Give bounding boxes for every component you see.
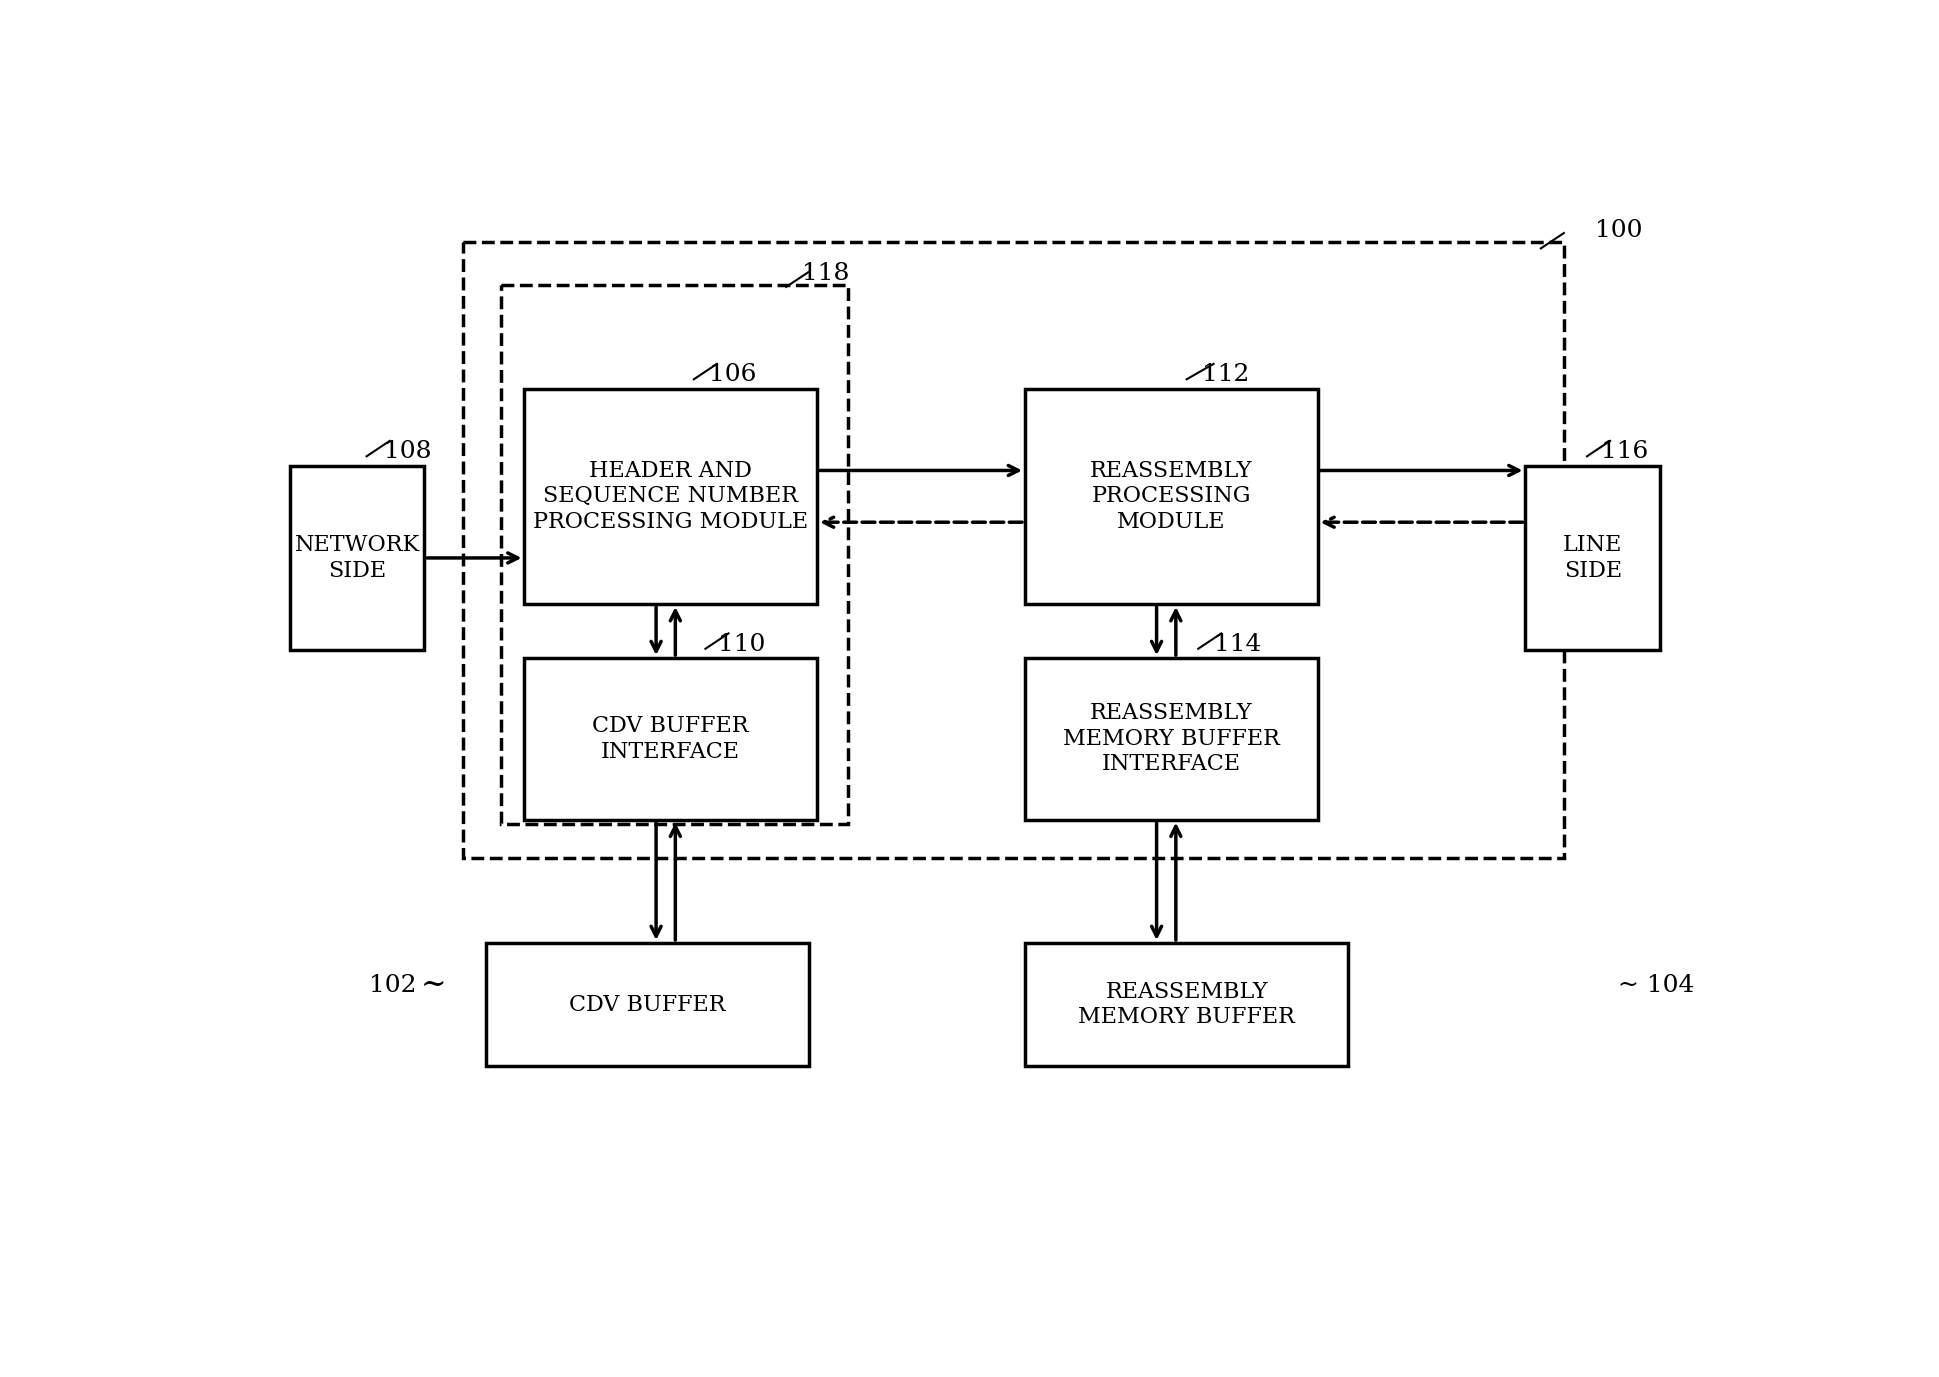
Text: NETWORK
SIDE: NETWORK SIDE	[295, 534, 419, 581]
Text: 118: 118	[801, 262, 849, 285]
Bar	[463, 242, 1565, 858]
Bar	[487, 943, 809, 1066]
Bar	[1026, 943, 1348, 1066]
Text: ~ 104: ~ 104	[1617, 974, 1695, 997]
Text: CDV BUFFER
INTERFACE: CDV BUFFER INTERFACE	[593, 715, 748, 763]
Text: 112: 112	[1202, 364, 1249, 386]
Bar	[1026, 658, 1317, 819]
Bar	[502, 285, 847, 823]
Bar	[1526, 465, 1660, 650]
Text: 102: 102	[368, 974, 417, 997]
Bar	[1026, 388, 1317, 605]
Text: 116: 116	[1602, 441, 1648, 463]
Text: ~: ~	[421, 969, 446, 1001]
Text: REASSEMBLY
MEMORY BUFFER
INTERFACE: REASSEMBLY MEMORY BUFFER INTERFACE	[1063, 702, 1280, 775]
Text: HEADER AND
SEQUENCE NUMBER
PROCESSING MODULE: HEADER AND SEQUENCE NUMBER PROCESSING MO…	[533, 460, 809, 533]
Text: 100: 100	[1594, 219, 1642, 242]
Text: CDV BUFFER: CDV BUFFER	[570, 994, 725, 1016]
Text: REASSEMBLY
PROCESSING
MODULE: REASSEMBLY PROCESSING MODULE	[1090, 460, 1253, 533]
Text: 106: 106	[710, 364, 756, 386]
Text: LINE
SIDE: LINE SIDE	[1563, 534, 1623, 581]
Text: 110: 110	[719, 632, 766, 655]
Text: 108: 108	[384, 441, 432, 463]
Text: REASSEMBLY
MEMORY BUFFER: REASSEMBLY MEMORY BUFFER	[1078, 980, 1295, 1029]
Bar	[524, 658, 816, 819]
Text: 114: 114	[1214, 632, 1260, 655]
Bar	[524, 388, 816, 605]
Bar	[289, 465, 425, 650]
